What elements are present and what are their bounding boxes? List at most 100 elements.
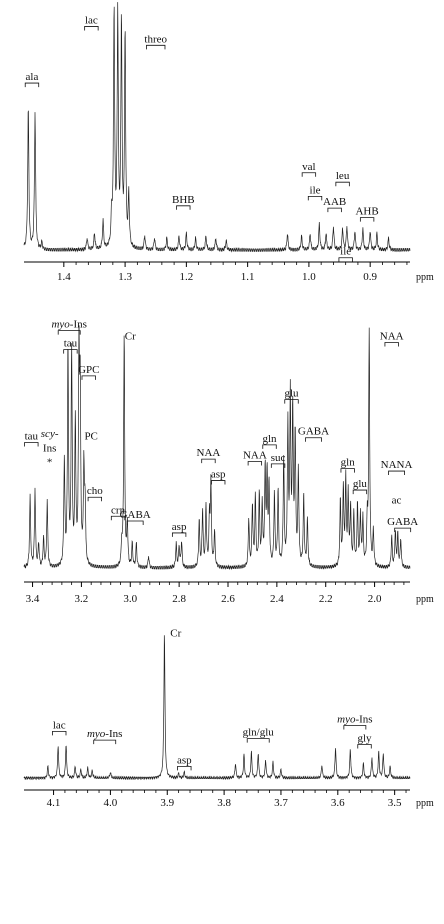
- peak-label: crn: [111, 504, 126, 516]
- peak-label: lac: [53, 719, 66, 731]
- peak-label: asp: [172, 521, 187, 533]
- label-bracket: [327, 207, 342, 213]
- x-tick-label: 1.3: [118, 271, 132, 283]
- label-bracket: [211, 480, 226, 485]
- peak-label: val: [302, 161, 315, 173]
- x-tick-label: 3.8: [217, 797, 231, 809]
- peak-label: asp: [177, 754, 192, 766]
- label-bracket: [262, 444, 277, 449]
- label-bracket: [270, 463, 286, 468]
- peak-label: tau: [64, 338, 78, 350]
- peak-label: Ins: [43, 442, 56, 454]
- x-tick-label: 0.9: [363, 271, 377, 283]
- label-bracket: [246, 738, 270, 743]
- label-bracket: [284, 399, 299, 404]
- spectrum-trace-middle: [23, 325, 411, 571]
- peak-label: asp: [211, 469, 226, 481]
- peak-label: myo-Ins: [51, 319, 86, 331]
- peak-label: BHB: [172, 194, 195, 206]
- peak-label: gln/glu: [243, 727, 275, 739]
- x-tick-label: 1.4: [57, 271, 71, 283]
- peak-label: NAA: [380, 331, 404, 343]
- label-bracket: [52, 730, 67, 736]
- peak-label: gly: [357, 733, 372, 745]
- peak-label: lac: [85, 14, 98, 26]
- peak-label: NAA: [197, 447, 221, 459]
- label-bracket: [305, 437, 322, 442]
- label-bracket: [384, 342, 399, 347]
- x-tick-label: 3.6: [331, 797, 345, 809]
- label-bracket: [146, 44, 166, 50]
- peak-label: ac: [392, 495, 402, 507]
- label-bracket: [24, 442, 39, 447]
- label-bracket: [352, 489, 368, 495]
- spectrum-trace-top: [23, 2, 411, 253]
- x-tick-label: 2.0: [368, 593, 382, 605]
- peak-label: GPC: [78, 364, 99, 376]
- label-bracket: [87, 496, 102, 502]
- peak-label: PC: [84, 430, 97, 442]
- peak-label: Cr: [125, 331, 136, 343]
- peak-label: threo: [144, 33, 167, 45]
- peak-label: ile: [310, 184, 321, 196]
- peak-label: ala: [26, 71, 39, 83]
- peak-label: gln: [262, 433, 277, 445]
- label-bracket: [201, 458, 216, 464]
- x-tick-label: 3.9: [160, 797, 174, 809]
- peak-label: leu: [336, 170, 350, 182]
- peak-label: GABA: [120, 509, 151, 521]
- x-tick-label: 1.1: [241, 271, 255, 283]
- peak-label: myo-Ins: [87, 728, 122, 740]
- peak-label: cho: [87, 485, 103, 497]
- x-tick-label: 4.0: [104, 797, 118, 809]
- label-bracket: [126, 520, 144, 526]
- label-bracket: [81, 375, 96, 380]
- x-tick-label: 2.4: [270, 593, 284, 605]
- x-tick-label: 4.1: [47, 797, 61, 809]
- x-tick-label: 1.2: [179, 271, 193, 283]
- label-bracket: [335, 181, 350, 187]
- x-tick-label: 2.2: [319, 593, 333, 605]
- x-axis-unit: ppm: [416, 594, 434, 605]
- peak-label: glu: [284, 388, 299, 400]
- peak-label: myo-Ins: [337, 714, 372, 726]
- peak-label: GABA: [298, 426, 329, 438]
- peak-label: AHB: [355, 206, 378, 218]
- spectrum-trace-bottom: [23, 635, 411, 781]
- peak-label: scy-: [41, 428, 59, 440]
- x-tick-label: 3.0: [123, 593, 137, 605]
- label-bracket: [93, 739, 117, 745]
- x-tick-label: 3.4: [26, 593, 40, 605]
- peak-label: Cr: [170, 627, 181, 639]
- x-axis-unit: ppm: [416, 272, 434, 283]
- peak-label: gln: [341, 457, 356, 469]
- peak-label: NANA: [381, 459, 413, 471]
- label-bracket: [84, 26, 99, 31]
- peak-label: suc: [271, 452, 286, 464]
- peak-label: glu: [353, 478, 368, 490]
- x-tick-label: 2.6: [221, 593, 235, 605]
- label-bracket: [110, 515, 126, 521]
- label-bracket: [177, 766, 192, 771]
- label-bracket: [307, 195, 323, 201]
- x-tick-label: 3.7: [274, 797, 288, 809]
- label-bracket: [388, 470, 405, 476]
- label-bracket: [301, 172, 317, 177]
- peak-label: tau: [25, 430, 39, 442]
- peak-label: *: [47, 457, 53, 469]
- label-bracket: [343, 725, 367, 730]
- x-tick-label: 1.0: [302, 271, 316, 283]
- label-bracket: [394, 527, 412, 533]
- label-bracket: [247, 461, 263, 466]
- x-tick-label: 3.2: [75, 593, 89, 605]
- label-bracket: [338, 257, 353, 262]
- label-bracket: [357, 744, 372, 749]
- label-bracket: [24, 82, 40, 88]
- peak-label: AAB: [323, 196, 346, 208]
- label-bracket: [176, 205, 191, 210]
- label-bracket: [63, 349, 78, 354]
- peak-label: NAA: [243, 450, 267, 462]
- x-tick-label: 2.8: [172, 593, 186, 605]
- x-axis-unit: ppm: [416, 798, 434, 809]
